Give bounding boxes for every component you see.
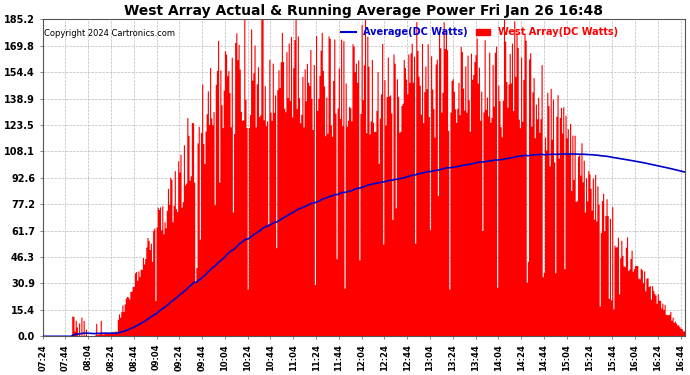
Text: Copyright 2024 Cartronics.com: Copyright 2024 Cartronics.com: [44, 29, 175, 38]
Legend: Average(DC Watts), West Array(DC Watts): Average(DC Watts), West Array(DC Watts): [341, 27, 618, 38]
Title: West Array Actual & Running Average Power Fri Jan 26 16:48: West Array Actual & Running Average Powe…: [124, 4, 603, 18]
